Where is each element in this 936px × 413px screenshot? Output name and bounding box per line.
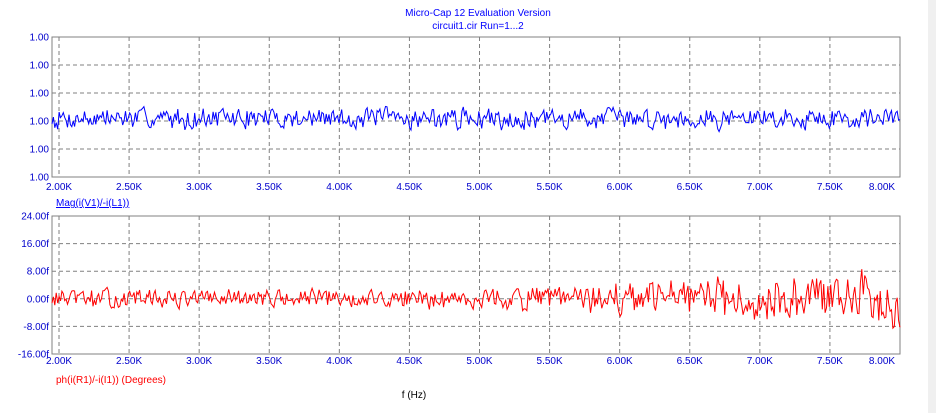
magnitude-x-tick-label: 2.50K: [116, 182, 142, 193]
magnitude-y-tick-label: 1.00: [30, 61, 50, 72]
phase-grid: [52, 216, 900, 354]
magnitude-x-tick-label: 5.50K: [537, 182, 563, 193]
phase-x-tick-label: 2.00K: [46, 356, 72, 367]
magnitude-grid: [52, 37, 900, 177]
phase-x-tick-label: 3.00K: [186, 356, 212, 367]
magnitude-y-tick-label: 1.00: [30, 173, 50, 184]
phase-plot-frame: [51, 215, 901, 355]
phase-x-tick-label: 8.00K: [869, 356, 895, 367]
phase-y-tick-label: -16.00f: [18, 350, 49, 361]
magnitude-y-ticks: 1.00 1.00 1.00 1.00 1.00 1.00: [30, 33, 50, 184]
phase-y-ticks: 24.00f 16.00f 8.00f 0.00f -8.00f -16.00f: [18, 212, 49, 361]
phase-x-tick-label: 6.00K: [607, 356, 633, 367]
phase-y-tick-label: -8.00f: [23, 322, 49, 333]
window-title: Micro-Cap 12 Evaluation Version: [405, 8, 551, 19]
magnitude-trace-label[interactable]: Mag(i(V1)/-i(L1)): [56, 198, 129, 209]
phase-x-tick-label: 2.50K: [116, 356, 142, 367]
magnitude-trace: [51, 105, 901, 133]
magnitude-x-tick-label: 7.50K: [817, 182, 843, 193]
magnitude-x-tick-label: 3.50K: [256, 182, 282, 193]
x-axis-label: f (Hz): [402, 390, 426, 401]
phase-x-tick-label: 3.50K: [256, 356, 282, 367]
phase-plot: 24.00f 16.00f 8.00f 0.00f -8.00f -16.00f 2.00…: [18, 212, 901, 386]
magnitude-plot: 1.00 1.00 1.00 1.00 1.00 1.00 2.00K 2.50K 3.00K…: [30, 33, 901, 209]
phase-x-tick-label: 5.50K: [537, 356, 563, 367]
magnitude-x-tick-label: 4.00K: [326, 182, 352, 193]
magnitude-y-tick-label: 1.00: [30, 117, 50, 128]
phase-x-tick-label: 7.50K: [817, 356, 843, 367]
magnitude-y-tick-label: 1.00: [30, 33, 50, 44]
magnitude-x-tick-label: 2.00K: [46, 182, 72, 193]
magnitude-x-tick-label: 8.00K: [869, 182, 895, 193]
phase-x-tick-label: 4.00K: [326, 356, 352, 367]
magnitude-x-ticks: 2.00K 2.50K 3.00K 3.50K 4.00K 4.50K 5.00K 5.50K…: [46, 182, 895, 193]
phase-x-tick-label: 6.50K: [677, 356, 703, 367]
scrollbar[interactable]: [928, 0, 936, 413]
phase-trace: [51, 269, 901, 330]
run-subtitle: circuit1.cir Run=1...2: [432, 21, 524, 32]
magnitude-x-tick-label: 5.00K: [466, 182, 492, 193]
phase-x-tick-label: 7.00K: [747, 356, 773, 367]
magnitude-y-tick-label: 1.00: [30, 89, 50, 100]
phase-y-tick-label: 8.00f: [27, 267, 49, 278]
magnitude-plot-frame: [51, 36, 901, 178]
magnitude-x-tick-label: 3.00K: [186, 182, 212, 193]
phase-x-tick-label: 4.50K: [396, 356, 422, 367]
phase-x-tick-label: 5.00K: [466, 356, 492, 367]
phase-y-tick-label: 16.00f: [21, 239, 49, 250]
magnitude-x-tick-label: 6.50K: [677, 182, 703, 193]
magnitude-x-tick-label: 6.00K: [607, 182, 633, 193]
magnitude-x-tick-label: 4.50K: [396, 182, 422, 193]
phase-trace-label[interactable]: ph(i(R1)/-i(I1)) (Degrees): [56, 375, 166, 386]
phase-x-ticks: 2.00K 2.50K 3.00K 3.50K 4.00K 4.50K 5.00K 5.50K…: [46, 356, 895, 367]
magnitude-y-tick-label: 1.00: [30, 145, 50, 156]
phase-y-tick-label: 0.00f: [27, 294, 49, 305]
phase-y-tick-label: 24.00f: [21, 212, 49, 223]
magnitude-x-tick-label: 7.00K: [747, 182, 773, 193]
